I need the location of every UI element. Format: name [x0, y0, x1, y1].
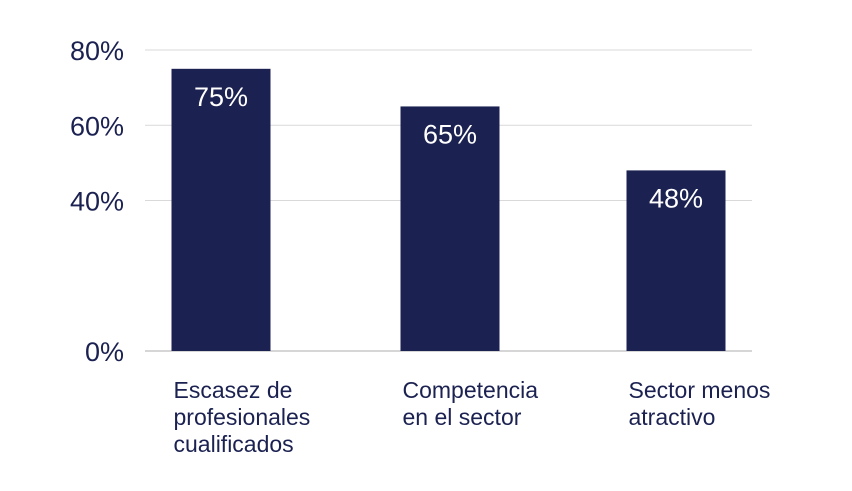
x-category-label-line: Escasez de	[174, 377, 293, 403]
bar	[626, 170, 726, 351]
bar-value-label: 48%	[649, 183, 703, 213]
x-category-label: Competencia en el sector	[403, 377, 539, 430]
x-category-label: Sector menos atractivo	[629, 377, 771, 430]
bar	[171, 68, 271, 351]
x-category-label-line: cualificados	[174, 431, 294, 457]
y-tick-label: 0%	[85, 337, 124, 367]
bar-value-label: 65%	[423, 119, 477, 149]
x-category-label: Escasez de profesionales cualificados	[174, 377, 311, 457]
bar-value-labels: 75% 65% 48%	[194, 82, 703, 214]
bar-value-label: 75%	[194, 82, 248, 112]
x-category-label-line: Competencia	[403, 377, 539, 403]
bar	[400, 106, 500, 351]
x-category-label-line: en el sector	[403, 404, 522, 430]
y-tick-label: 80%	[70, 36, 124, 66]
bars	[171, 68, 726, 351]
x-category-label-line: atractivo	[629, 404, 716, 430]
y-tick-label: 60%	[70, 111, 124, 141]
x-axis-categories: Escasez de profesionales cualificados Compe…	[174, 377, 771, 457]
x-category-label-line: profesionales	[174, 404, 311, 430]
x-category-label-line: Sector menos	[629, 377, 771, 403]
y-tick-label: 40%	[70, 187, 124, 217]
y-axis-ticks: 0% 40% 60% 80%	[70, 36, 124, 367]
